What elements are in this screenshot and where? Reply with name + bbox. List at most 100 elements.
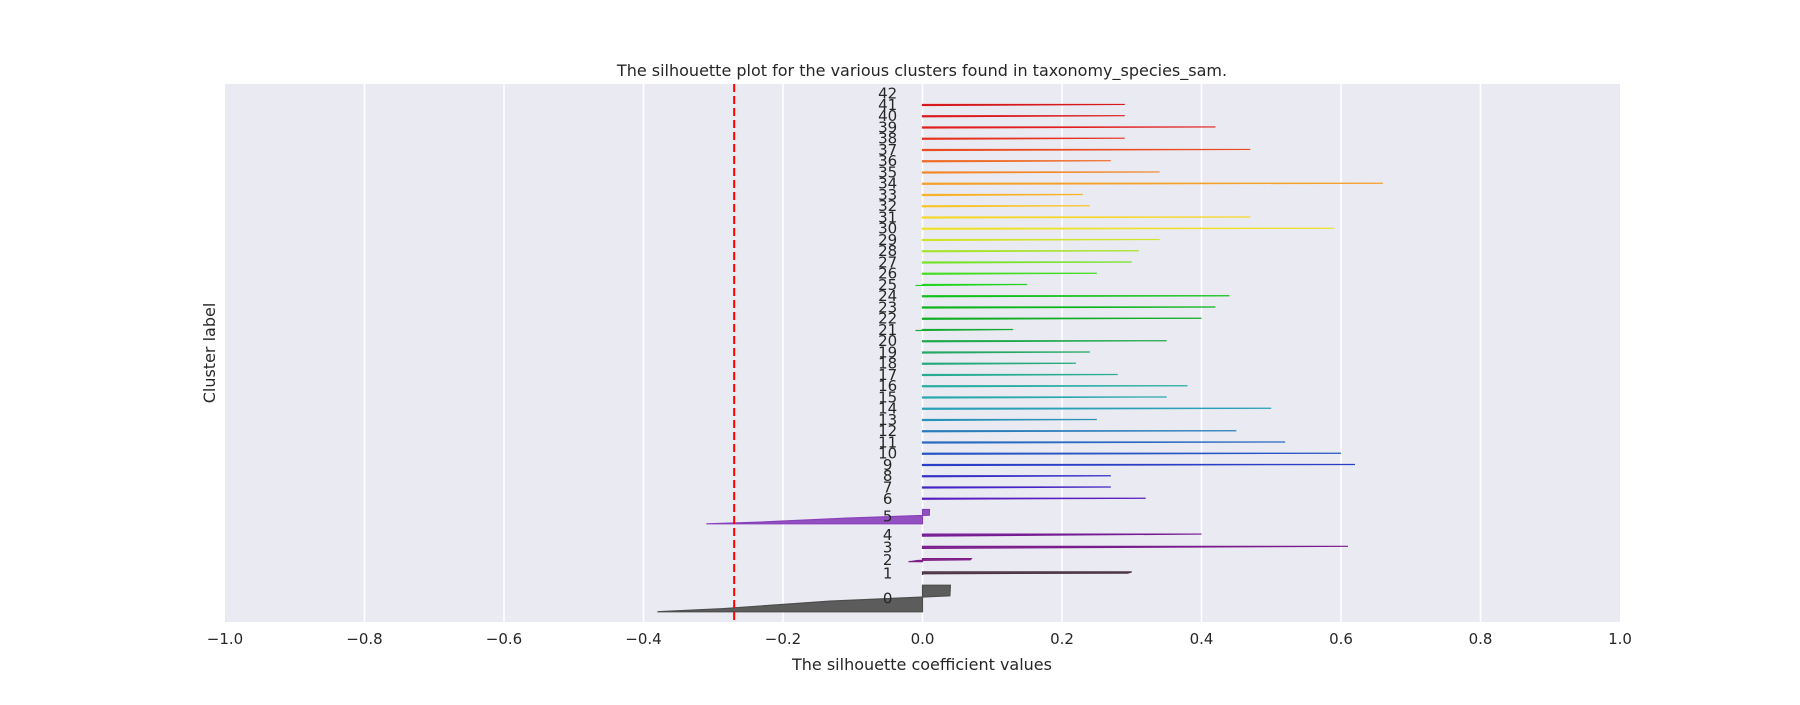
cluster-label-23: 23	[878, 298, 897, 316]
cluster-bars	[657, 103, 1383, 613]
cluster-label-31: 31	[878, 208, 897, 226]
cluster-label-25: 25	[878, 276, 897, 294]
silhouette-bar-13	[921, 418, 1097, 422]
silhouette-bar-36	[921, 160, 1111, 163]
cluster-label-1: 1	[883, 564, 893, 582]
x-tick-label: 0.6	[1329, 630, 1353, 648]
silhouette-bar-5	[706, 508, 931, 525]
cluster-label-16: 16	[878, 377, 897, 395]
silhouette-bar-1	[921, 571, 1132, 575]
silhouette-bar-17	[921, 373, 1118, 377]
cluster-label-39: 39	[878, 118, 897, 136]
x-axis-label: The silhouette coefficient values	[791, 655, 1052, 674]
silhouette-bar-6	[921, 497, 1146, 500]
silhouette-bar-18	[921, 362, 1076, 365]
x-tick-label: 0.2	[1050, 630, 1074, 648]
silhouette-bar-34	[921, 182, 1383, 185]
cluster-label-34: 34	[878, 175, 897, 193]
y-axis-label: Cluster label	[200, 303, 219, 404]
cluster-label-6: 6	[883, 490, 893, 508]
silhouette-bar-16	[921, 385, 1188, 388]
cluster-label-42: 42	[878, 85, 897, 103]
silhouette-bar-15	[921, 396, 1167, 399]
silhouette-bar-24	[921, 295, 1230, 298]
cluster-label-27: 27	[878, 253, 897, 271]
silhouette-bar-7	[921, 486, 1111, 489]
cluster-label-26: 26	[878, 265, 897, 283]
x-tick-label: −0.6	[486, 630, 522, 648]
cluster-label-15: 15	[878, 388, 897, 406]
silhouette-bar-11	[921, 441, 1286, 444]
silhouette-bar-12	[921, 430, 1237, 433]
cluster-label-10: 10	[878, 445, 897, 463]
x-tick-label: −0.8	[346, 630, 382, 648]
silhouette-bar-40	[921, 115, 1125, 118]
x-tick-labels: −1.0 −0.8 −0.6 −0.4 −0.2 0.0 0.2 0.4 0.6 0.8 1.0	[207, 630, 1632, 648]
x-tick-label: 1.0	[1608, 630, 1632, 648]
cluster-label-21: 21	[878, 321, 897, 339]
cluster-label-11: 11	[878, 433, 897, 451]
silhouette-bar-27	[921, 261, 1132, 264]
x-tick-label: 0.4	[1190, 630, 1214, 648]
silhouette-bar-9	[921, 463, 1355, 467]
cluster-label-5: 5	[883, 508, 893, 526]
silhouette-bar-4	[921, 533, 1202, 537]
cluster-label-8: 8	[883, 467, 893, 485]
cluster-label-30: 30	[878, 220, 897, 238]
silhouette-bar-14	[921, 407, 1272, 410]
cluster-label-29: 29	[878, 231, 897, 249]
cluster-label-7: 7	[883, 479, 893, 497]
x-tick-label: −0.2	[765, 630, 801, 648]
silhouette-bar-22	[921, 317, 1202, 320]
cluster-label-24: 24	[878, 287, 897, 305]
cluster-label-40: 40	[878, 107, 897, 125]
silhouette-bar-10	[921, 452, 1342, 455]
silhouette-bar-31	[921, 216, 1251, 219]
silhouette-bar-19	[921, 351, 1090, 354]
cluster-label-18: 18	[878, 355, 897, 373]
cluster-label-9: 9	[883, 456, 893, 474]
cluster-label-13: 13	[878, 411, 897, 429]
cluster-label-41: 41	[878, 96, 897, 114]
silhouette-bar-3	[921, 545, 1348, 549]
silhouette-bar-28	[921, 250, 1139, 253]
cluster-label-22: 22	[878, 310, 897, 328]
x-tick-label: 0.0	[911, 630, 935, 648]
silhouette-bar-41	[921, 103, 1125, 107]
cluster-label-3: 3	[883, 538, 893, 556]
x-tick-label: 0.8	[1469, 630, 1493, 648]
silhouette-bar-21	[915, 328, 1014, 332]
cluster-label-37: 37	[878, 141, 897, 159]
cluster-label-19: 19	[878, 343, 897, 361]
silhouette-bar-0	[657, 584, 952, 613]
silhouette-bar-2	[908, 557, 973, 563]
cluster-label-0: 0	[883, 589, 893, 607]
cluster-label-14: 14	[878, 400, 897, 418]
silhouette-bar-25	[915, 283, 1028, 287]
cluster-label-2: 2	[883, 551, 893, 569]
cluster-label-36: 36	[878, 152, 897, 170]
grid-lines	[363, 84, 1482, 622]
silhouette-bar-37	[921, 148, 1251, 152]
silhouette-bar-20	[921, 340, 1167, 343]
silhouette-bar-38	[921, 137, 1125, 140]
cluster-label-28: 28	[878, 242, 897, 260]
silhouette-bar-35	[921, 171, 1160, 174]
silhouette-bar-33	[921, 193, 1083, 197]
cluster-label-33: 33	[878, 186, 897, 204]
x-tick-label: −1.0	[207, 630, 243, 648]
cluster-label-32: 32	[878, 197, 897, 215]
silhouette-bar-29	[921, 238, 1160, 242]
cluster-label-20: 20	[878, 332, 897, 350]
silhouette-bar-23	[921, 306, 1216, 309]
cluster-label-17: 17	[878, 366, 897, 384]
cluster-label-12: 12	[878, 422, 897, 440]
silhouette-bar-30	[921, 227, 1335, 230]
silhouette-bar-39	[921, 126, 1216, 129]
cluster-labels: 0123456789101112131415161718192021222324…	[878, 85, 897, 608]
silhouette-bar-26	[921, 272, 1097, 275]
x-tick-label: −0.4	[625, 630, 661, 648]
silhouette-bar-32	[921, 205, 1090, 208]
